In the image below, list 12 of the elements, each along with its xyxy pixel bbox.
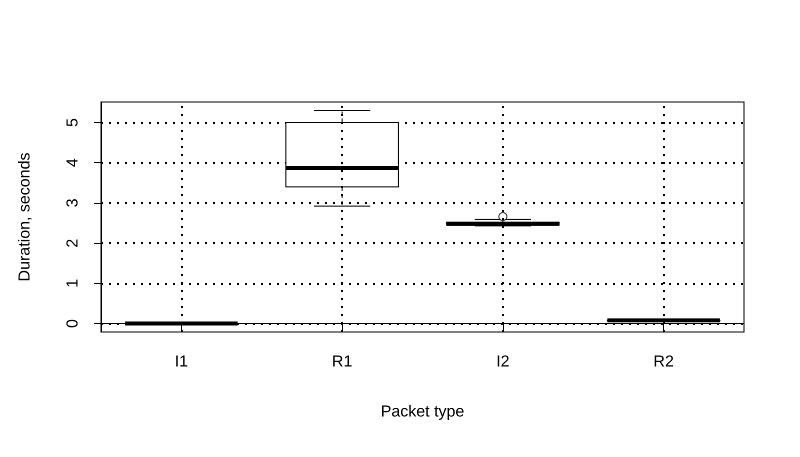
y-tick-label: 2 xyxy=(64,238,82,248)
y-tick-label: 3 xyxy=(64,198,82,208)
x-tick-label: I1 xyxy=(174,354,188,370)
y-tick-label: 1 xyxy=(64,278,82,288)
x-tick-label: R1 xyxy=(332,354,352,370)
y-axis-title: Duration, seconds xyxy=(16,152,34,282)
y-tick-label: 0 xyxy=(64,319,82,328)
y-tick-label: 5 xyxy=(64,118,82,127)
x-tick-label: I2 xyxy=(496,354,510,370)
x-tick-label: R2 xyxy=(653,354,674,370)
y-tick-label: 4 xyxy=(64,158,82,168)
x-axis-title: Packet type xyxy=(380,404,464,420)
